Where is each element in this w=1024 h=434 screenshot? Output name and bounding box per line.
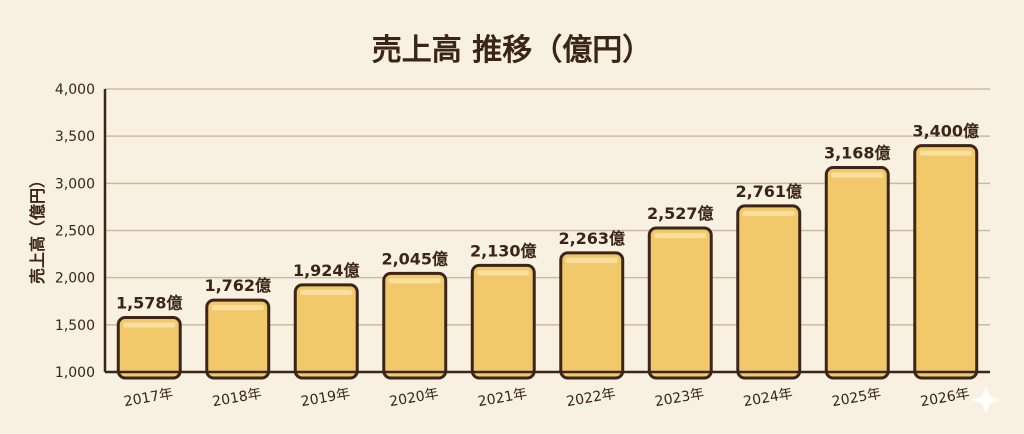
y-tick-label: 3,500 <box>55 129 95 145</box>
data-label: 2,130億 <box>470 241 537 260</box>
bar-highlight <box>300 289 353 295</box>
x-tick-label: 2022年 <box>565 386 617 410</box>
y-tick-label: 4,000 <box>55 82 95 98</box>
y-tick-label: 2,000 <box>55 271 95 287</box>
bar-highlight <box>477 270 530 276</box>
data-label: 2,263億 <box>558 229 625 248</box>
chart-title: 売上高 推移（億円） <box>372 33 652 68</box>
bar-highlight <box>831 172 884 178</box>
y-tick-label: 2,500 <box>55 224 95 240</box>
x-tick-label: 2026年 <box>919 386 971 410</box>
bar-highlight <box>742 210 795 216</box>
data-label: 1,578億 <box>116 293 183 312</box>
sparkle-icon <box>972 386 1000 414</box>
bar-highlight <box>388 278 441 284</box>
x-tick-label: 2023年 <box>654 386 706 410</box>
x-tick-label: 2024年 <box>742 386 794 410</box>
x-tick-label: 2019年 <box>300 386 352 410</box>
bar-highlight <box>565 257 618 263</box>
y-axis-label: 売上高（億円） <box>28 172 47 284</box>
data-label: 2,045億 <box>381 249 448 268</box>
bar <box>205 298 271 380</box>
data-label: 3,168億 <box>824 143 891 162</box>
bar <box>913 144 979 380</box>
x-tick-label: 2021年 <box>477 386 529 410</box>
bar-highlight <box>211 305 264 311</box>
y-tick-label: 1,000 <box>55 365 95 381</box>
bar-highlight <box>123 322 176 328</box>
data-label: 1,762億 <box>204 276 271 295</box>
x-tick-label: 2018年 <box>211 386 263 410</box>
x-axis-ticks: 2017年 2018年 2019年 2020年 2021年 2022年 2023年 2024年… <box>123 386 971 410</box>
y-tick-label: 1,500 <box>55 318 95 334</box>
x-tick-label: 2025年 <box>831 386 883 410</box>
data-label: 3,400億 <box>912 122 979 141</box>
data-label: 1,924億 <box>293 261 360 280</box>
bar-highlight <box>919 150 972 156</box>
bar <box>736 204 802 380</box>
bar <box>647 226 713 380</box>
bar <box>470 263 536 380</box>
y-axis-ticks: 1,000 1,500 2,000 2,500 3,000 3,500 4,000 <box>55 82 95 381</box>
data-label: 2,527億 <box>647 204 714 223</box>
bar <box>116 315 182 380</box>
x-tick-label: 2020年 <box>388 386 440 410</box>
data-label: 2,761億 <box>735 182 802 201</box>
y-tick-label: 3,000 <box>55 176 95 192</box>
bars <box>116 144 979 380</box>
x-tick-label: 2017年 <box>123 386 175 410</box>
bar <box>293 283 359 380</box>
bar <box>559 251 625 380</box>
bar <box>382 271 448 380</box>
bar-highlight <box>654 232 707 238</box>
bar <box>824 165 890 380</box>
data-labels: 1,578億 1,762億 1,924億 2,045億 2,130億 2,263億 2,52… <box>116 122 979 313</box>
